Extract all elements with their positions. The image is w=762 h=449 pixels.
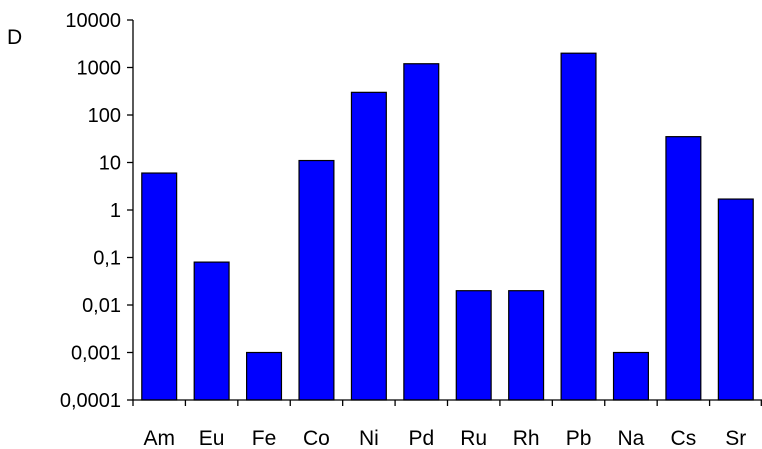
x-tick-label-co: Co	[303, 427, 330, 449]
bar-rh	[508, 290, 545, 401]
bar-co	[298, 159, 335, 401]
bar-cs	[665, 136, 702, 401]
x-tick-label-eu: Eu	[199, 427, 225, 449]
y-tick-label: 1000	[77, 58, 122, 80]
x-tick-label-rh: Rh	[513, 427, 540, 449]
x-tick-label-fe: Fe	[252, 427, 277, 449]
y-tick-label: 100	[88, 105, 121, 127]
x-tick-label-na: Na	[618, 427, 645, 449]
bar-pd	[403, 63, 440, 401]
bar-ru	[455, 290, 492, 401]
x-tick-label-am: Am	[143, 427, 175, 449]
y-tick-label: 1	[110, 200, 121, 222]
y-tick-label: 0,0001	[60, 390, 121, 412]
x-tick-label-pd: Pd	[408, 427, 434, 449]
y-tick-label: 0,1	[93, 248, 121, 270]
y-tick-label: 10000	[65, 10, 121, 32]
y-tick-label: 10	[99, 153, 121, 175]
bar-sr	[717, 198, 754, 401]
x-tick-label-pb: Pb	[566, 427, 592, 449]
x-tick-label-cs: Cs	[671, 427, 697, 449]
bars-group	[141, 52, 754, 401]
x-tick-label-sr: Sr	[725, 427, 746, 449]
bar-fe	[246, 351, 283, 401]
y-tick-label: 0,01	[82, 295, 121, 317]
bar-eu	[193, 261, 230, 401]
x-labels-group: Am Eu Fe Co Ni Pd Ru Rh Pb Na Cs Sr	[143, 427, 746, 449]
bar-ni	[350, 91, 387, 401]
bar-na	[612, 351, 649, 401]
bar-pb	[560, 52, 597, 401]
y-tick-label: 0,001	[71, 343, 121, 365]
y-ticks-group: 10000 1000 100 10 1 0,1 0,01 0,001 0,0001	[60, 10, 133, 412]
bar-am	[141, 172, 178, 401]
y-axis-title: D	[7, 26, 22, 49]
x-tick-label-ni: Ni	[359, 427, 379, 449]
x-tick-label-ru: Ru	[460, 427, 487, 449]
